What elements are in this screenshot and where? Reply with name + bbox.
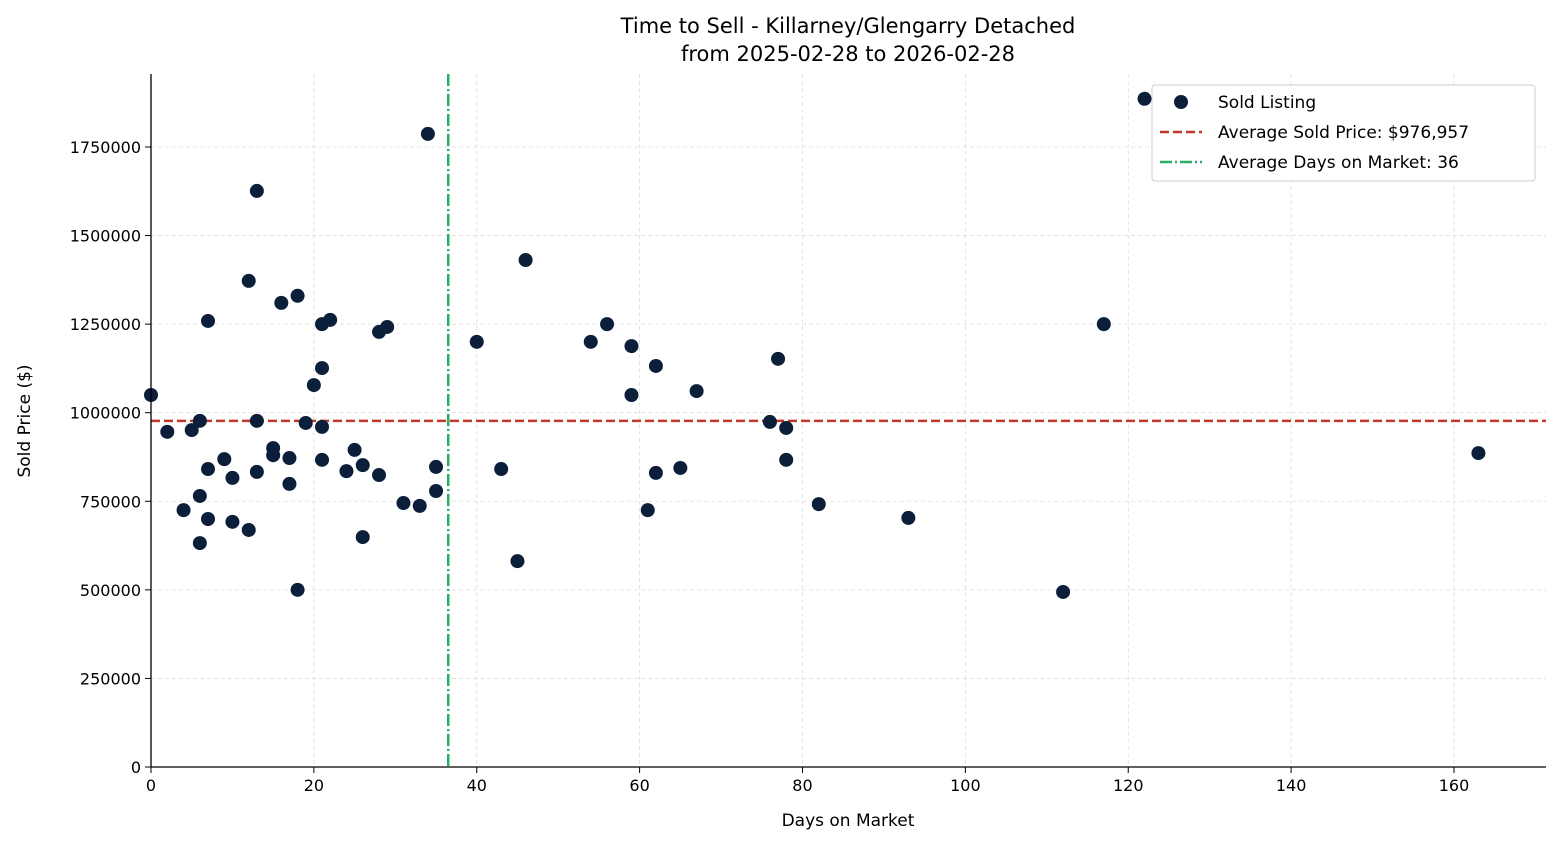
data-point [640,503,655,518]
chart-subtitle: from 2025-02-28 to 2026-02-28 [681,42,1015,66]
data-point [225,514,240,529]
data-point [225,470,240,485]
data-point [1056,584,1071,599]
x-axis-label: Days on Market [782,811,915,831]
x-tick-label: 140 [1276,776,1307,795]
data-point [160,424,175,439]
data-point [1137,91,1152,106]
x-tick-label: 0 [146,776,156,795]
data-point [583,334,598,349]
data-point [380,319,395,334]
data-point [347,442,362,457]
data-point [201,511,216,526]
y-tick-label: 1250000 [70,315,141,334]
data-point [315,419,330,434]
data-point [600,317,615,332]
data-point [771,351,786,366]
data-point [624,339,639,354]
data-point [290,582,305,597]
data-point [762,414,777,429]
y-axis-label: Sold Price ($) [15,364,35,477]
data-point [779,452,794,467]
data-point [396,496,411,511]
chart-title: Time to Sell - Killarney/Glengarry Detac… [620,14,1076,38]
data-point [673,460,688,475]
x-tick-label: 20 [304,776,324,795]
legend: Sold Listing Average Sold Price: $976,95… [1151,84,1536,182]
data-point [355,458,370,473]
data-point [323,312,338,327]
y-tick-label: 1750000 [70,138,141,157]
data-point [217,452,232,467]
data-point [494,462,509,477]
y-tick-label: 1000000 [70,404,141,423]
data-point [412,498,427,513]
data-point [315,361,330,376]
data-point [429,484,444,499]
data-point [249,183,264,198]
data-point [192,488,207,503]
data-point [624,387,639,402]
data-point [648,465,663,480]
data-point [201,313,216,328]
data-point [282,451,297,466]
data-point [811,497,826,512]
y-tick-label: 500000 [80,581,141,600]
data-point [184,423,199,438]
data-point [1096,317,1111,332]
y-tick-label: 1500000 [70,227,141,246]
data-point [266,448,281,463]
data-point [192,413,207,428]
legend-label-sold: Sold Listing [1218,93,1316,113]
data-point [372,468,387,483]
data-point [282,476,297,491]
data-point [249,464,264,479]
data-point [429,459,444,474]
data-point [779,420,794,435]
data-point [339,464,354,479]
points [144,91,1486,599]
data-point [901,510,916,525]
y-tick-label: 750000 [80,492,141,511]
data-point [241,522,256,537]
data-point [274,295,289,310]
data-point [315,452,330,467]
data-point [241,273,256,288]
x-tick-label: 40 [467,776,487,795]
data-point [201,462,216,477]
x-tick-label: 60 [629,776,649,795]
data-point [510,554,525,569]
data-point [290,288,305,303]
data-point [648,358,663,373]
x-tick-label: 160 [1439,776,1470,795]
data-point [689,384,704,399]
data-point [518,253,533,268]
y-tick-label: 250000 [80,669,141,688]
legend-marker-sold [1174,95,1188,109]
reference-lines [151,74,1546,767]
x-tick-label: 120 [1113,776,1144,795]
x-tick-label: 100 [950,776,981,795]
data-point [192,536,207,551]
legend-label-avg-days: Average Days on Market: 36 [1218,153,1459,173]
data-point [469,334,484,349]
data-point [355,530,370,545]
data-point [306,378,321,393]
x-tick-label: 80 [792,776,812,795]
data-point [298,415,313,430]
data-point [176,503,191,518]
axes: 0 20 40 60 80 100 120 140 160 0 250000 500000 750000… [70,74,1546,795]
data-point [249,413,264,428]
legend-label-avg-price: Average Sold Price: $976,957 [1218,123,1469,143]
y-tick-label: 0 [131,758,141,777]
data-point [420,126,435,141]
legend-box [1151,84,1536,182]
data-point [1471,446,1486,461]
